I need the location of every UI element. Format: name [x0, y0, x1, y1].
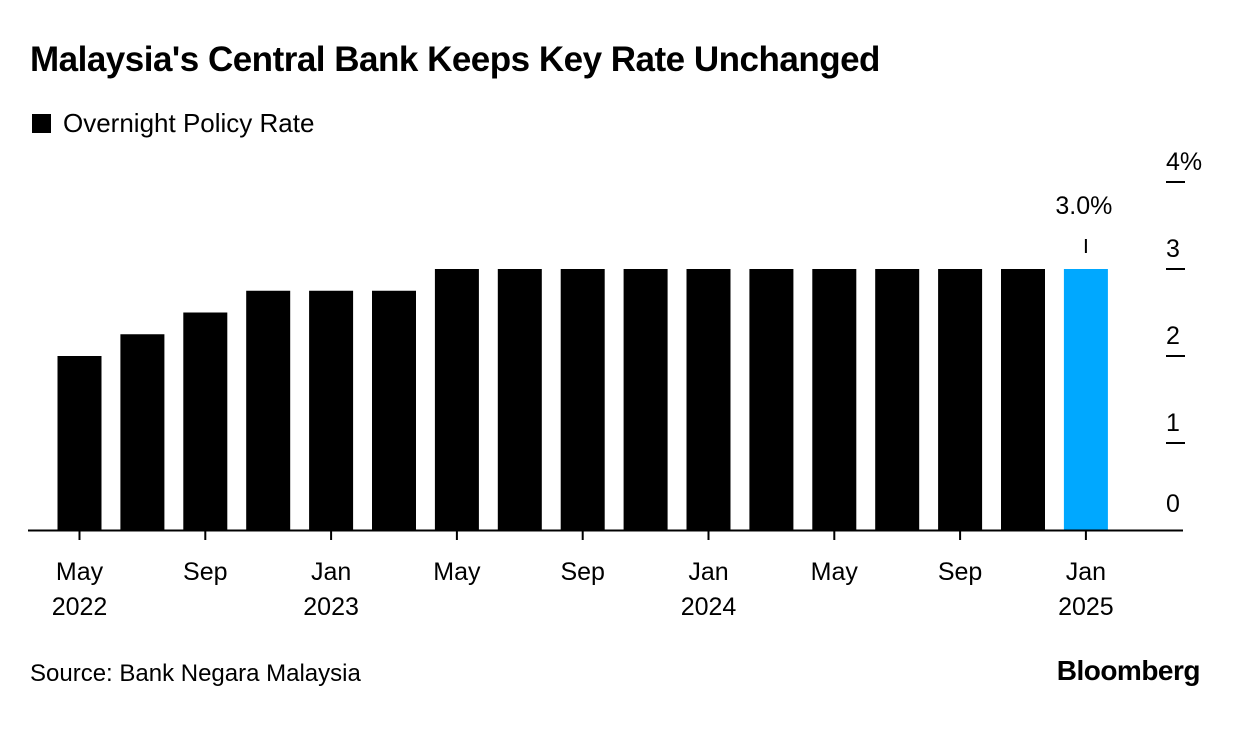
bar	[560, 269, 605, 530]
data-label: 3.0%	[1055, 192, 1112, 220]
bar	[938, 269, 983, 530]
x-tick-label: Sep	[560, 558, 604, 586]
x-tick-label: Jan	[688, 558, 728, 586]
bloomberg-logo: Bloomberg	[1056, 655, 1201, 686]
x-tick-year-label: 2024	[681, 593, 737, 621]
x-tick-label: Jan	[311, 558, 351, 586]
bar	[183, 312, 228, 530]
legend-swatch	[32, 114, 51, 133]
chart-title: Malaysia's Central Bank Keeps Key Rate U…	[30, 40, 880, 79]
bar	[749, 269, 794, 530]
legend-label: Overnight Policy Rate	[63, 108, 315, 138]
x-tick-label: May	[433, 558, 481, 586]
bar	[1001, 269, 1045, 530]
y-tick-label: 4%	[1166, 148, 1202, 176]
x-tick-label: Sep	[938, 558, 982, 586]
bar	[875, 269, 920, 530]
bar	[57, 356, 102, 530]
bar	[372, 290, 416, 530]
x-tick-year-label: 2023	[303, 593, 359, 621]
x-tick-year-label: 2025	[1058, 593, 1114, 621]
bar	[434, 269, 479, 530]
y-tick-label: 0	[1166, 490, 1180, 518]
x-tick-year-label: 2022	[52, 593, 108, 621]
bar	[686, 269, 731, 530]
y-tick-label: 2	[1166, 322, 1180, 350]
x-tick-label: May	[56, 558, 104, 586]
x-tick-label: Sep	[183, 558, 227, 586]
legend: Overnight Policy Rate	[32, 108, 314, 139]
bar	[497, 269, 542, 530]
x-tick-label: Jan	[1066, 558, 1106, 586]
bar	[623, 269, 668, 530]
bar	[309, 290, 354, 530]
bar	[246, 290, 291, 530]
bar	[1063, 269, 1108, 530]
source-note: Source: Bank Negara Malaysia	[30, 660, 361, 687]
bar	[120, 334, 165, 530]
y-tick-label: 3	[1166, 235, 1180, 263]
bar	[812, 269, 857, 530]
y-tick-label: 1	[1166, 409, 1180, 437]
x-tick-label: May	[811, 558, 859, 586]
